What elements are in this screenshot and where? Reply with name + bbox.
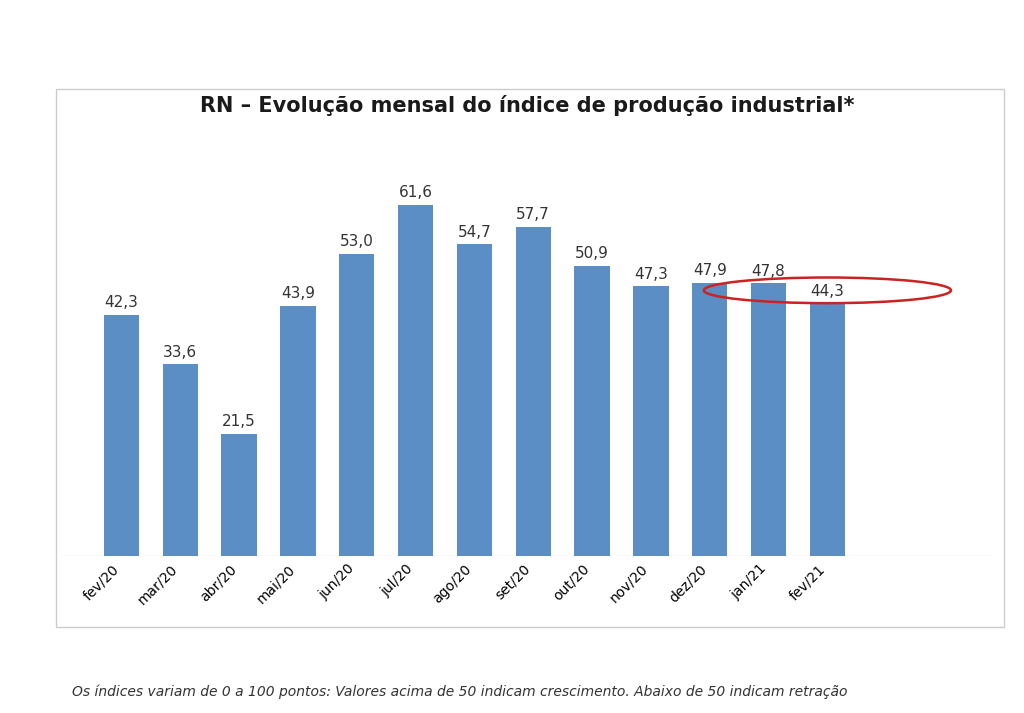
Text: 42,3: 42,3	[104, 295, 138, 310]
Text: 47,9: 47,9	[693, 263, 727, 278]
Title: RN – Evolução mensal do índice de produção industrial*: RN – Evolução mensal do índice de produç…	[200, 95, 855, 116]
Bar	[281, 306, 315, 556]
Bar	[457, 244, 493, 556]
Bar	[810, 304, 845, 556]
Text: 53,0: 53,0	[340, 235, 374, 250]
Text: 57,7: 57,7	[516, 207, 550, 222]
Text: Os índices variam de 0 a 100 pontos: Valores acima de 50 indicam crescimento. Ab: Os índices variam de 0 a 100 pontos: Val…	[72, 684, 847, 699]
Text: 21,5: 21,5	[222, 414, 256, 429]
Text: 33,6: 33,6	[163, 345, 198, 360]
Text: 50,9: 50,9	[575, 246, 609, 261]
Bar	[103, 315, 139, 556]
Bar	[398, 205, 433, 556]
Text: 43,9: 43,9	[281, 286, 315, 301]
Text: 44,3: 44,3	[810, 284, 845, 299]
Bar	[339, 254, 375, 556]
Text: 47,8: 47,8	[752, 264, 785, 279]
Bar	[692, 283, 727, 556]
Bar	[221, 434, 257, 556]
Bar	[574, 266, 609, 556]
Bar	[516, 227, 551, 556]
Bar	[751, 284, 786, 556]
Bar	[633, 287, 669, 556]
Text: 54,7: 54,7	[458, 225, 492, 240]
Text: 47,3: 47,3	[634, 267, 668, 282]
Bar	[163, 364, 198, 556]
Text: 61,6: 61,6	[398, 185, 432, 200]
